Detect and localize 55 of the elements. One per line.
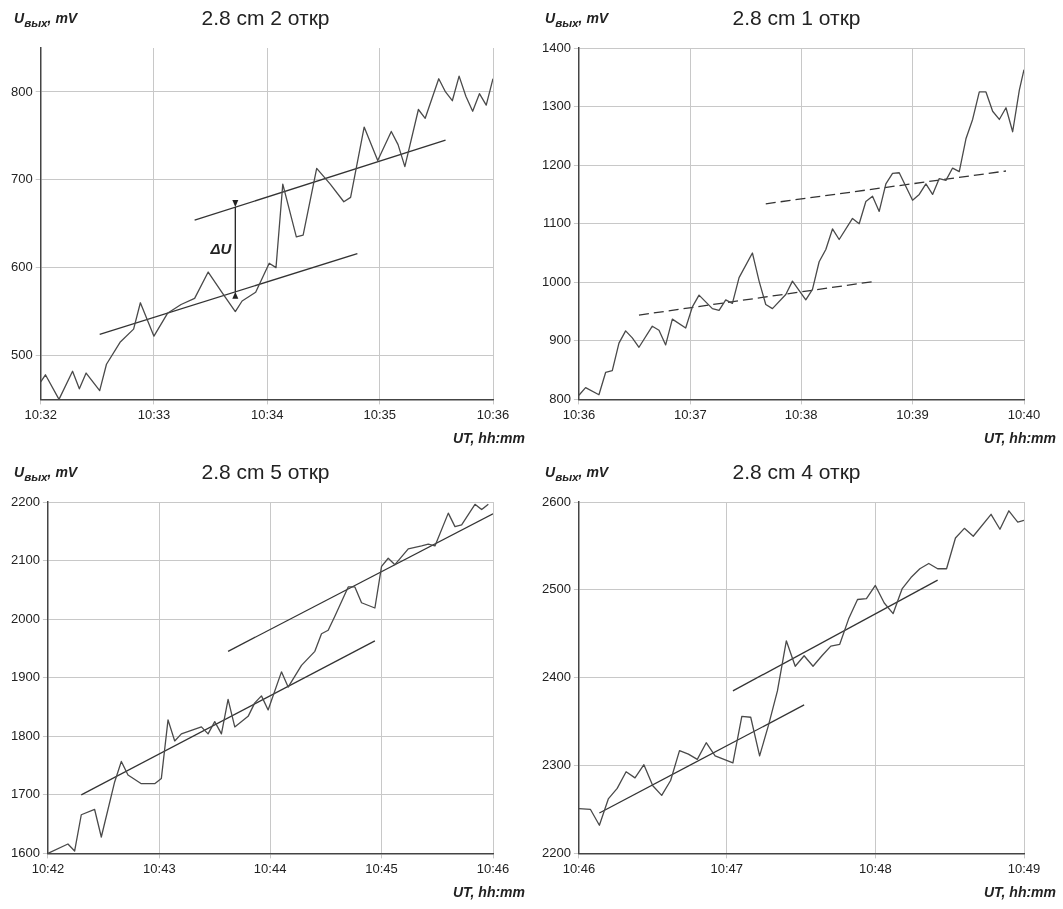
x-tick-label: 10:33 xyxy=(137,406,171,422)
x-tick-label: 10:43 xyxy=(143,860,176,876)
x-axis-title: UT, hh:mm xyxy=(452,884,525,900)
x-tick-label: 10:38 xyxy=(784,406,818,422)
y-tick-label: 1600 xyxy=(11,844,40,860)
y-axis-title: U$_{вых}$, mV xyxy=(545,10,609,29)
chart-title: 2.8 cm 5 откр xyxy=(201,460,330,483)
y-tick-label: 2200 xyxy=(542,844,571,860)
y-tick-label: 1100 xyxy=(542,215,571,231)
x-tick-label: 10:45 xyxy=(365,860,398,876)
y-tick-label: 2400 xyxy=(542,669,571,685)
y-tick-label: 1900 xyxy=(11,669,40,685)
y-axis-title: U$_{вых}$, mV xyxy=(14,464,78,483)
y-tick-label: 700 xyxy=(10,171,33,187)
x-tick-label: 10:47 xyxy=(710,860,743,876)
x-tick-label: 10:44 xyxy=(253,860,287,876)
x-tick-label: 10:32 xyxy=(24,406,57,422)
x-tick-label: 10:42 xyxy=(31,860,65,876)
y-tick-label: 1700 xyxy=(11,786,40,802)
x-tick-label: 10:37 xyxy=(674,406,707,422)
x-tick-label: 10:49 xyxy=(1007,860,1041,876)
x-tick-label: 10:35 xyxy=(363,406,397,422)
y-tick-label: 2000 xyxy=(11,610,40,626)
y-tick-label: 1200 xyxy=(542,156,571,172)
x-tick-label: 10:46 xyxy=(562,860,596,876)
y-axis-title: U$_{вых}$, mV xyxy=(545,464,609,483)
chart-title: 2.8 cm 4 откр xyxy=(732,460,861,483)
y-tick-label: 1400 xyxy=(542,39,571,55)
x-tick-label: 10:46 xyxy=(476,860,510,876)
chart-title: 2.8 cm 2 откр xyxy=(201,6,330,29)
x-tick-label: 10:48 xyxy=(859,860,892,876)
x-axis-title: UT, hh:mm xyxy=(452,430,525,446)
x-axis-title: UT, hh:mm xyxy=(983,430,1056,446)
y-tick-label: 1000 xyxy=(542,273,571,289)
y-tick-label: 800 xyxy=(549,390,571,406)
x-axis-title: UT, hh:mm xyxy=(983,884,1056,900)
x-tick-label: 10:39 xyxy=(896,406,929,422)
y-tick-label: 900 xyxy=(549,332,571,348)
x-tick-label: 10:40 xyxy=(1007,406,1041,422)
y-tick-label: 600 xyxy=(10,259,33,275)
y-tick-label: 1300 xyxy=(542,98,571,114)
y-tick-label: 800 xyxy=(10,83,33,99)
y-tick-label: 2300 xyxy=(542,757,571,773)
x-tick-label: 10:36 xyxy=(476,406,510,422)
chart-title: 2.8 cm 1 откр xyxy=(732,6,861,29)
y-tick-label: 2100 xyxy=(11,552,40,568)
y-axis-title: U$_{вых}$, mV xyxy=(14,10,78,29)
y-tick-label: 2600 xyxy=(542,493,571,509)
y-tick-label: 1800 xyxy=(11,727,40,743)
annotation: ΔU xyxy=(209,239,233,257)
y-tick-label: 2500 xyxy=(542,581,571,597)
x-tick-label: 10:36 xyxy=(562,406,596,422)
x-tick-label: 10:34 xyxy=(250,406,284,422)
y-tick-label: 500 xyxy=(10,347,33,363)
y-tick-label: 2200 xyxy=(11,493,40,509)
